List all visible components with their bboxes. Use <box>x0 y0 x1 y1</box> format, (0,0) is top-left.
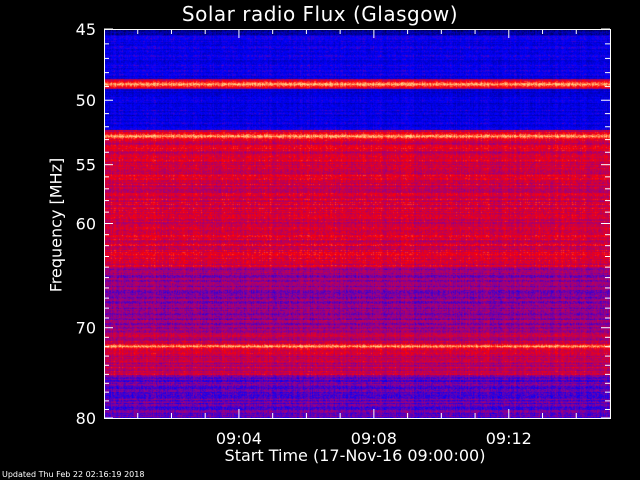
y-tick-label: 50 <box>76 91 96 110</box>
chart-title: Solar radio Flux (Glasgow) <box>181 2 459 26</box>
y-axis-label: Frequency [MHz] <box>46 157 66 293</box>
spectrogram-plot-area <box>104 29 610 418</box>
y-tick-label: 70 <box>76 319 96 338</box>
y-tick-label: 60 <box>76 215 96 234</box>
x-axis-label: Start Time (17-Nov-16 09:00:00) <box>224 446 486 465</box>
spectrogram-canvas <box>104 29 610 418</box>
updated-timestamp: Updated Thu Feb 22 02:16:19 2018 <box>2 470 145 479</box>
y-tick-label: 55 <box>76 156 96 175</box>
y-tick-label: 80 <box>76 409 96 428</box>
